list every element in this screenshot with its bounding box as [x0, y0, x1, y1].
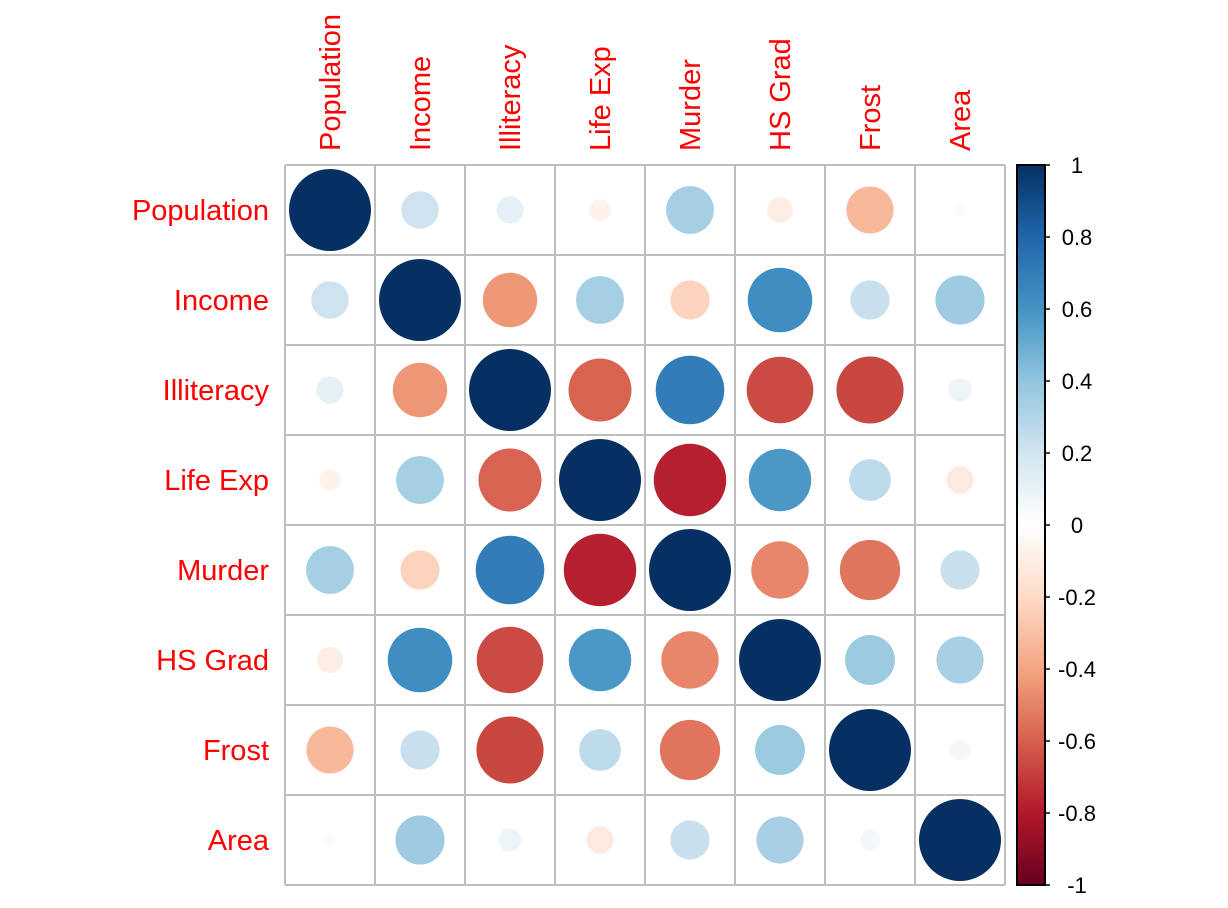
- colorbar-tick-label: 0.6: [1062, 297, 1093, 322]
- row-labels: Population Income Illiteracy Life Exp Murder…: [132, 195, 270, 857]
- row-label: Population: [132, 195, 269, 227]
- correlation-circle-3-5: [748, 448, 812, 512]
- correlation-circle-1-6: [850, 280, 890, 320]
- row-label: Life Exp: [164, 465, 269, 497]
- column-label: Area: [945, 89, 977, 151]
- correlation-circle-5-3: [568, 628, 632, 692]
- correlation-circle-2-4: [655, 355, 725, 425]
- colorbar-tick-label: -0.2: [1058, 585, 1096, 610]
- correlation-circle-2-5: [746, 356, 814, 424]
- correlation-circle-1-3: [576, 276, 624, 324]
- correlation-circle-1-4: [670, 280, 710, 320]
- colorbar-tick-label: 0.4: [1062, 369, 1093, 394]
- row-label: Illiteracy: [163, 375, 270, 407]
- correlation-circle-0-6: [846, 186, 894, 234]
- colorbar-tick-label: 1: [1071, 153, 1083, 178]
- correlation-circle-2-1: [392, 362, 448, 418]
- colorbar-tick-label: -0.8: [1058, 801, 1096, 826]
- circle-layer: [289, 169, 1001, 881]
- correlation-circle-6-3: [579, 729, 621, 771]
- correlation-circle-4-7: [940, 550, 980, 590]
- correlation-circle-7-0: [324, 834, 336, 846]
- row-label: Income: [174, 285, 269, 317]
- correlation-circle-4-6: [839, 539, 901, 601]
- colorbar-tick-label: -1: [1067, 873, 1087, 898]
- correlation-circle-6-2: [476, 716, 544, 784]
- column-label: HS Grad: [765, 38, 797, 151]
- correlation-circle-3-1: [396, 456, 444, 504]
- correlation-circle-2-7: [948, 378, 972, 402]
- grid-lines: [284, 164, 1006, 886]
- correlation-circle-7-6: [859, 829, 881, 851]
- column-label: Murder: [675, 59, 707, 151]
- correlation-circle-5-7: [936, 636, 984, 684]
- correlation-circle-3-6: [849, 459, 891, 501]
- correlation-circle-5-4: [661, 631, 719, 689]
- correlation-circle-0-2: [496, 196, 524, 224]
- correlation-circle-3-0: [319, 469, 341, 491]
- row-label: HS Grad: [156, 645, 269, 677]
- correlation-circle-1-1: [379, 259, 461, 341]
- row-label: Area: [208, 825, 270, 857]
- colorbar-tick-label: 0: [1071, 513, 1083, 538]
- correlation-circle-5-1: [387, 627, 453, 693]
- column-label: Illiteracy: [495, 44, 527, 151]
- correlation-circle-3-7: [946, 466, 974, 494]
- correlation-circle-4-2: [475, 535, 545, 605]
- correlation-circle-1-5: [747, 267, 813, 333]
- correlation-circle-4-0: [306, 546, 354, 594]
- correlation-circle-6-0: [306, 726, 354, 774]
- correlation-circle-3-3: [559, 439, 641, 521]
- correlation-circle-1-2: [482, 272, 538, 328]
- correlation-circle-5-0: [317, 647, 343, 673]
- correlation-circle-2-6: [836, 356, 904, 424]
- column-label: Population: [315, 14, 347, 151]
- correlation-circle-4-3: [563, 533, 637, 607]
- correlation-circle-0-4: [666, 186, 714, 234]
- correlation-circle-7-3: [586, 826, 614, 854]
- correlation-circle-7-4: [670, 820, 710, 860]
- correlation-circle-1-7: [935, 275, 985, 325]
- correlation-circle-7-1: [395, 815, 445, 865]
- correlation-circle-4-5: [751, 541, 809, 599]
- colorbar-tick-label: -0.6: [1058, 729, 1096, 754]
- colorbar-gradient: [1016, 164, 1046, 886]
- correlation-circle-3-2: [478, 448, 542, 512]
- correlation-circle-5-2: [476, 626, 544, 694]
- correlation-circle-0-5: [767, 197, 793, 223]
- correlation-circle-6-4: [659, 719, 721, 781]
- correlation-circle-6-6: [829, 709, 911, 791]
- correlation-circle-7-5: [756, 816, 804, 864]
- correlation-circle-0-7: [954, 204, 966, 216]
- correlation-circle-0-0: [289, 169, 371, 251]
- correlation-circle-5-6: [845, 635, 895, 685]
- correlation-circle-5-5: [739, 619, 821, 701]
- column-label: Income: [405, 56, 437, 151]
- column-labels: Population Income Illiteracy Life Exp Murder…: [315, 14, 977, 151]
- correlation-circle-2-3: [568, 358, 632, 422]
- correlation-circle-6-1: [400, 730, 440, 770]
- correlation-circle-2-0: [316, 376, 344, 404]
- correlation-circle-1-0: [311, 281, 349, 319]
- column-label: Life Exp: [585, 46, 617, 151]
- row-label: Murder: [177, 555, 269, 587]
- column-label: Frost: [855, 85, 887, 151]
- colorbar: 1 0.8 0.6 0.4 0.2 0 -0.2 -0.4 -0.6 -0.8 -1: [1016, 153, 1096, 898]
- row-label: Frost: [203, 735, 269, 767]
- colorbar-tick-label: 0.2: [1062, 441, 1093, 466]
- correlation-circle-0-1: [401, 191, 439, 229]
- correlation-circle-7-2: [498, 828, 522, 852]
- correlation-circle-6-7: [949, 739, 971, 761]
- correlation-circle-4-1: [400, 550, 440, 590]
- correlation-circle-0-3: [589, 199, 611, 221]
- colorbar-tick-label: -0.4: [1058, 657, 1096, 682]
- correlation-circle-2-2: [469, 349, 551, 431]
- correlation-circle-4-4: [649, 529, 731, 611]
- correlation-circle-3-4: [653, 443, 727, 517]
- correlation-circle-6-5: [755, 725, 805, 775]
- correlation-circle-7-7: [919, 799, 1001, 881]
- colorbar-ticks: 1 0.8 0.6 0.4 0.2 0 -0.2 -0.4 -0.6 -0.8 -1: [1045, 153, 1096, 898]
- colorbar-tick-label: 0.8: [1062, 225, 1093, 250]
